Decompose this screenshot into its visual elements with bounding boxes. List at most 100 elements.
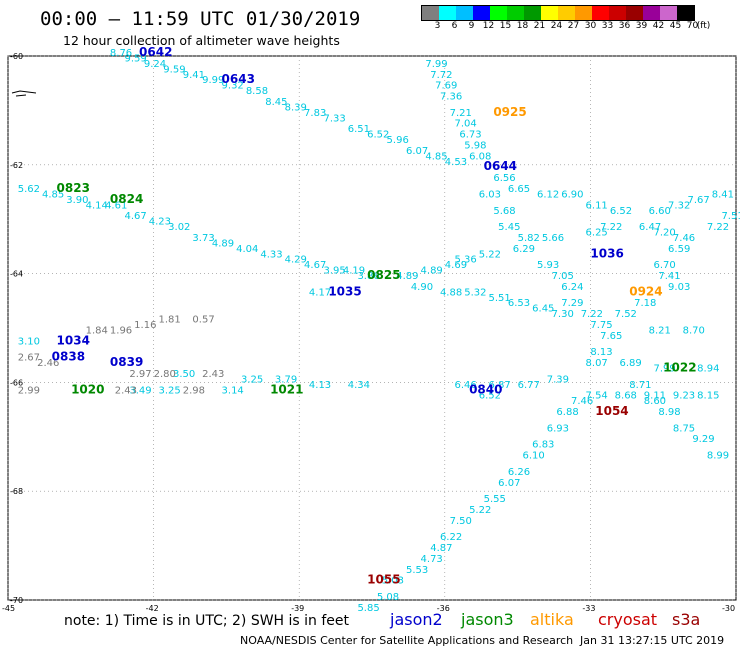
pass-time-label: 0924 xyxy=(629,284,662,298)
swh-value: 7.33 xyxy=(323,113,345,124)
color-swatch xyxy=(677,6,694,20)
swh-value: 4.19 xyxy=(343,266,365,277)
satellite-legend-jason3: jason3 xyxy=(461,610,514,629)
lat-label: -62 xyxy=(10,161,23,170)
swh-value: 8.94 xyxy=(697,364,719,375)
swh-value: 3.90 xyxy=(66,195,88,206)
swh-value: 7.99 xyxy=(425,59,447,70)
color-swatch xyxy=(456,6,473,20)
color-swatch xyxy=(558,6,575,20)
pass-time-label: 1035 xyxy=(328,284,361,298)
swh-value: 8.71 xyxy=(629,380,651,391)
swh-value: 6.47 xyxy=(639,222,661,233)
color-swatch xyxy=(643,6,660,20)
swh-value: 8.15 xyxy=(697,391,719,402)
swh-value: 3.73 xyxy=(192,233,214,244)
swh-value: 6.56 xyxy=(493,173,515,184)
swh-value: 5.45 xyxy=(498,222,520,233)
swh-value: 5.36 xyxy=(455,255,477,266)
swh-value-low: 2.46 xyxy=(37,358,59,369)
color-swatch xyxy=(592,6,609,20)
swh-value: 7.54 xyxy=(586,391,608,402)
swh-value: 5.85 xyxy=(357,603,379,614)
swh-value: 8.75 xyxy=(673,423,695,434)
pass-time-label: 1036 xyxy=(590,246,623,260)
swh-value: 6.25 xyxy=(586,228,608,239)
color-scale-label: 36 xyxy=(618,21,631,31)
swh-value: 6.10 xyxy=(522,451,544,462)
color-swatch xyxy=(490,6,507,20)
lon-label: -45 xyxy=(2,604,15,613)
swh-value: 9.29 xyxy=(692,434,714,445)
lon-label: -36 xyxy=(437,604,450,613)
pass-time-label: 0925 xyxy=(493,105,526,119)
swh-value: 9.41 xyxy=(183,70,205,81)
swh-value: 3.10 xyxy=(18,336,40,347)
swh-value: 7.22 xyxy=(581,309,603,320)
color-scale-label: 18 xyxy=(516,21,529,31)
satellite-legend-s3a: s3a xyxy=(672,610,701,629)
color-scale-label: 24 xyxy=(550,21,563,31)
pass-time-label: 0642 xyxy=(139,45,172,59)
color-scale-label: 27 xyxy=(567,21,580,31)
swh-value: 6.12 xyxy=(537,189,559,200)
swh-value: 6.65 xyxy=(508,184,530,195)
swh-value: 4.14 xyxy=(86,200,108,211)
color-scale-label: 21 xyxy=(533,21,546,31)
swh-value: 4.33 xyxy=(260,249,282,260)
swh-value: 7.46 xyxy=(571,396,593,407)
swh-value: 6.51 xyxy=(348,124,370,135)
swh-value: 8.45 xyxy=(265,97,287,108)
swh-value: 4.69 xyxy=(445,260,467,271)
swh-value: 7.36 xyxy=(440,92,462,103)
swh-value: 7.22 xyxy=(600,222,622,233)
swh-value: 6.29 xyxy=(513,244,535,255)
swh-value: 5.03 xyxy=(382,576,404,587)
page-subtitle: 12 hour collection of altimeter wave hei… xyxy=(63,33,340,48)
swh-value: 4.85 xyxy=(425,151,447,162)
swh-value: 5.55 xyxy=(484,494,506,505)
swh-value: 7.30 xyxy=(552,309,574,320)
swh-value: 7.99 xyxy=(653,364,675,375)
swh-value-low: 2.99 xyxy=(18,385,40,396)
pass-time-label: 1021 xyxy=(270,382,303,396)
swh-value: 4.87 xyxy=(430,543,452,554)
color-swatch xyxy=(507,6,524,20)
swh-value-low: 2.80 xyxy=(154,369,176,380)
swh-value: 8.99 xyxy=(707,451,729,462)
swh-value: 6.26 xyxy=(508,467,530,478)
swh-value: 6.88 xyxy=(556,407,578,418)
swh-value-low: 2.67 xyxy=(18,353,40,364)
pass-time-label: 0838 xyxy=(52,350,85,364)
satellite-legend-jason2: jason2 xyxy=(390,610,443,629)
swh-value-low: 1.96 xyxy=(110,325,132,336)
color-scale-label: 9 xyxy=(468,21,475,31)
pass-time-label: 0839 xyxy=(110,355,143,369)
color-swatch xyxy=(609,6,626,20)
swh-value: 5.98 xyxy=(464,140,486,151)
swh-value: 6.90 xyxy=(561,189,583,200)
swh-value: 6.77 xyxy=(518,380,540,391)
swh-value: 3.25 xyxy=(158,385,180,396)
swh-value: 3.50 xyxy=(173,369,195,380)
swh-value: 4.90 xyxy=(411,282,433,293)
swh-value: 4.73 xyxy=(421,554,443,565)
swh-value: 8.76 xyxy=(110,48,132,59)
swh-value: 3.95 xyxy=(323,266,345,277)
swh-value-low: 2.98 xyxy=(183,385,205,396)
swh-value: 4.89 xyxy=(212,238,234,249)
lon-label: -30 xyxy=(722,604,735,613)
color-scale-label: 45 xyxy=(669,21,682,31)
swh-value: 6.22 xyxy=(440,532,462,543)
color-scale-label: 70 xyxy=(686,21,699,31)
footer-note: note: 1) Time is in UTC; 2) SWH is in fe… xyxy=(64,613,350,629)
swh-value: 4.61 xyxy=(105,200,127,211)
swh-value: 7.18 xyxy=(634,298,656,309)
swh-value-low: 1.81 xyxy=(158,315,180,326)
swh-value-low: 1.84 xyxy=(86,325,108,336)
color-swatch xyxy=(422,6,439,20)
pass-time-label: 1055 xyxy=(367,573,400,587)
swh-value: 5.62 xyxy=(18,184,40,195)
generated-timestamp: Jan 31 13:27:15 UTC 2019 xyxy=(580,634,725,647)
swh-value: 6.03 xyxy=(479,189,501,200)
